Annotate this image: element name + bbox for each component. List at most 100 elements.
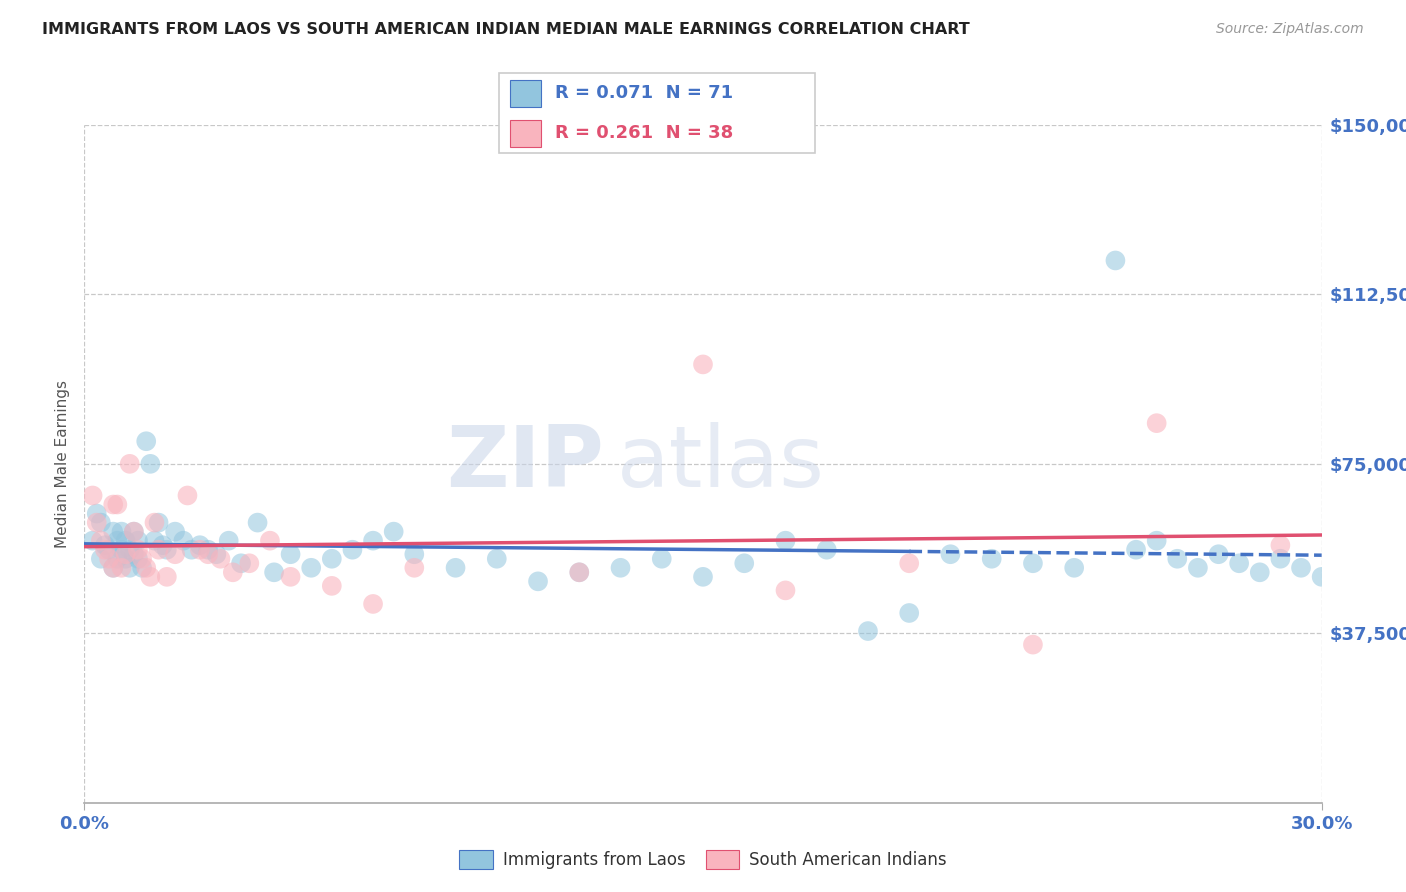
Point [165, 524, 187, 539]
Point [110, 524, 132, 539]
Point [103, 524, 125, 539]
Point [180, 542, 202, 557]
Point [485, 551, 508, 566]
Point [105, 533, 128, 548]
Point [238, 556, 260, 570]
Point [127, 551, 149, 566]
Point [229, 556, 252, 570]
Text: IMMIGRANTS FROM LAOS VS SOUTH AMERICAN INDIAN MEDIAN MALE EARNINGS CORRELATION C: IMMIGRANTS FROM LAOS VS SOUTH AMERICAN I… [42, 22, 970, 37]
Point [651, 551, 673, 566]
Point [103, 561, 125, 575]
Point [815, 542, 838, 557]
Point [90, 516, 112, 530]
Point [361, 597, 384, 611]
Point [127, 542, 149, 557]
Point [110, 561, 132, 575]
Point [361, 533, 384, 548]
Point [1208, 547, 1230, 561]
Point [321, 579, 343, 593]
Point [1146, 416, 1168, 430]
Point [568, 566, 591, 580]
Legend: Immigrants from Laos, South American Indians: Immigrants from Laos, South American Ind… [453, 843, 953, 876]
Point [444, 561, 467, 575]
Point [188, 542, 211, 557]
Point [246, 516, 269, 530]
Point [86, 507, 108, 521]
Point [103, 561, 125, 575]
Point [82, 533, 104, 548]
Point [222, 566, 245, 580]
Point [1063, 561, 1085, 575]
Point [122, 547, 145, 561]
Point [1125, 542, 1147, 557]
Point [176, 488, 198, 502]
Point [114, 547, 136, 561]
Text: Source: ZipAtlas.com: Source: ZipAtlas.com [1216, 22, 1364, 37]
Point [127, 533, 149, 548]
Point [342, 542, 364, 557]
Point [122, 524, 145, 539]
Point [94, 542, 117, 557]
Point [82, 488, 104, 502]
Point [321, 551, 343, 566]
Text: R = 0.071  N = 71: R = 0.071 N = 71 [555, 84, 734, 103]
Point [404, 561, 426, 575]
Point [939, 547, 962, 561]
Text: atlas: atlas [616, 422, 824, 506]
Point [118, 457, 141, 471]
Point [98, 542, 121, 557]
Point [152, 538, 174, 552]
Point [118, 542, 141, 557]
Text: R = 0.261  N = 38: R = 0.261 N = 38 [555, 124, 734, 143]
Point [1187, 561, 1209, 575]
Point [197, 542, 219, 557]
Point [1227, 556, 1250, 570]
Point [105, 551, 128, 566]
Point [263, 566, 285, 580]
Point [94, 538, 117, 552]
Point [131, 551, 153, 566]
Point [218, 533, 240, 548]
Point [692, 358, 714, 372]
Point [114, 533, 136, 548]
Point [105, 498, 128, 512]
Point [135, 434, 157, 449]
Point [135, 561, 157, 575]
Point [1270, 551, 1292, 566]
Point [139, 457, 162, 471]
Point [114, 551, 136, 566]
Point [165, 547, 187, 561]
Point [980, 551, 1002, 566]
Point [156, 570, 179, 584]
Point [280, 570, 302, 584]
Point [280, 547, 302, 561]
Point [898, 556, 921, 570]
Point [122, 524, 145, 539]
Point [90, 551, 112, 566]
Point [103, 498, 125, 512]
Point [299, 561, 322, 575]
Point [1166, 551, 1188, 566]
Point [156, 542, 179, 557]
Point [209, 551, 232, 566]
Point [1022, 638, 1045, 652]
Point [143, 533, 166, 548]
Point [110, 542, 132, 557]
Point [733, 556, 755, 570]
Point [90, 533, 112, 548]
Point [118, 561, 141, 575]
Point [197, 547, 219, 561]
Point [775, 533, 797, 548]
Point [139, 570, 162, 584]
Point [609, 561, 631, 575]
Point [527, 574, 550, 589]
Point [1270, 538, 1292, 552]
Point [568, 566, 591, 580]
Point [692, 570, 714, 584]
Point [148, 516, 170, 530]
Point [856, 624, 879, 638]
Point [1146, 533, 1168, 548]
Point [404, 547, 426, 561]
Point [259, 533, 281, 548]
Point [131, 561, 153, 575]
